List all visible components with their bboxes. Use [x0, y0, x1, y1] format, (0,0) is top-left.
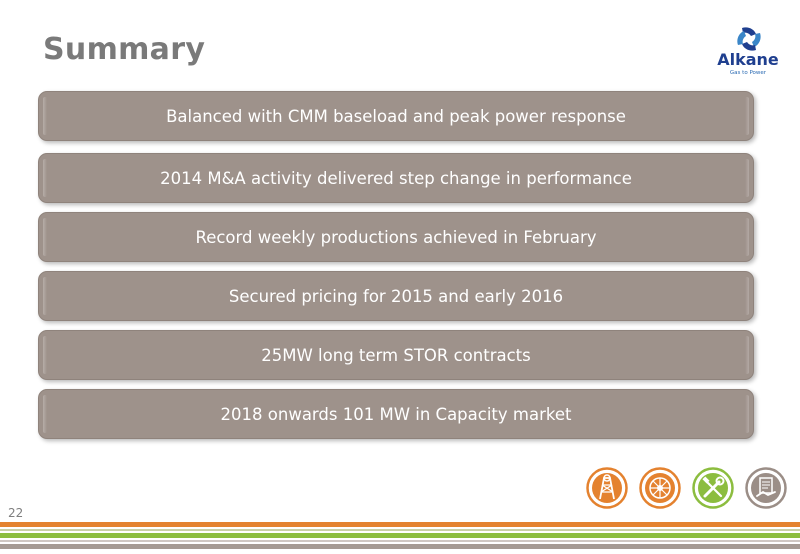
light-stripe: [0, 529, 800, 531]
page-number: 22: [8, 506, 24, 520]
alkane-logo: Alkane Gas to Power: [712, 22, 784, 94]
summary-box-text: Record weekly productions achieved in Fe…: [195, 227, 597, 247]
summary-box-4: Secured pricing for 2015 and early 2016: [38, 271, 754, 321]
grey-stripe: [0, 544, 800, 549]
light-grey-stripe: [0, 540, 800, 542]
orange-stripe: [0, 522, 800, 527]
summary-box-3: Record weekly productions achieved in Fe…: [38, 212, 754, 262]
tools-icon: [692, 467, 734, 509]
slide-title: Summary: [43, 32, 206, 67]
logo-tagline: Gas to Power: [729, 70, 767, 76]
alkane-swirl-icon: [737, 27, 761, 51]
summary-box-text: 2014 M&A activity delivered step change …: [160, 168, 632, 188]
summary-box-text: 25MW long term STOR contracts: [261, 345, 531, 365]
logo-wordmark: Alkane: [717, 50, 779, 69]
turbine-icon: [639, 467, 681, 509]
summary-box-2: 2014 M&A activity delivered step change …: [38, 153, 754, 203]
summary-box-1: Balanced with CMM baseload and peak powe…: [38, 91, 754, 141]
summary-box-text: Balanced with CMM baseload and peak powe…: [166, 106, 626, 126]
summary-box-6: 2018 onwards 101 MW in Capacity market: [38, 389, 754, 439]
green-stripe: [0, 533, 800, 538]
summary-box-text: 2018 onwards 101 MW in Capacity market: [220, 404, 572, 424]
summary-box-5: 25MW long term STOR contracts: [38, 330, 754, 380]
mining-tower-icon: [586, 467, 628, 509]
summary-box-text: Secured pricing for 2015 and early 2016: [228, 286, 564, 306]
contract-icon: [745, 467, 787, 509]
